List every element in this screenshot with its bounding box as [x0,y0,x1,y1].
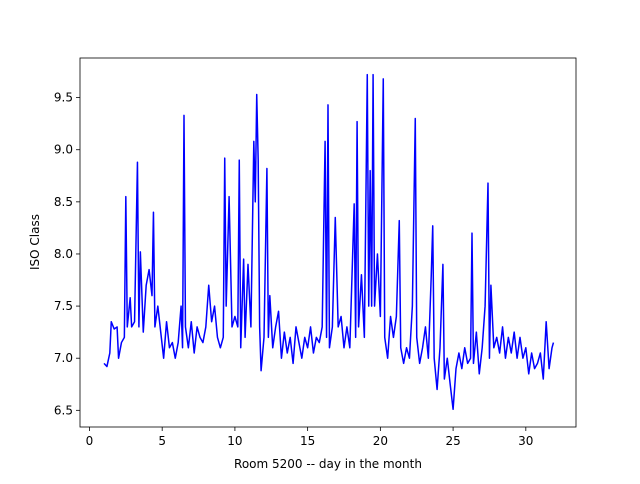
x-tick-label: 10 [227,434,242,448]
y-tick-label: 7.5 [54,299,73,313]
x-tick-label: 30 [518,434,533,448]
x-tick-label: 15 [300,434,315,448]
y-tick-label: 7.0 [54,351,73,365]
data-line [103,73,555,411]
y-axis-label: ISO Class [28,214,42,270]
y-tick-label: 9.5 [54,91,73,105]
y-tick-label: 8.0 [54,247,73,261]
x-tick-label: 5 [158,434,166,448]
x-tick-label: 25 [445,434,460,448]
plot-frame [79,57,577,428]
x-tick-label: 0 [86,434,94,448]
y-tick-label: 6.5 [54,403,73,417]
y-tick-label: 8.5 [54,195,73,209]
y-tick-label: 9.0 [54,143,73,157]
x-axis-label: Room 5200 -- day in the month [234,457,422,471]
x-tick-label: 20 [373,434,388,448]
